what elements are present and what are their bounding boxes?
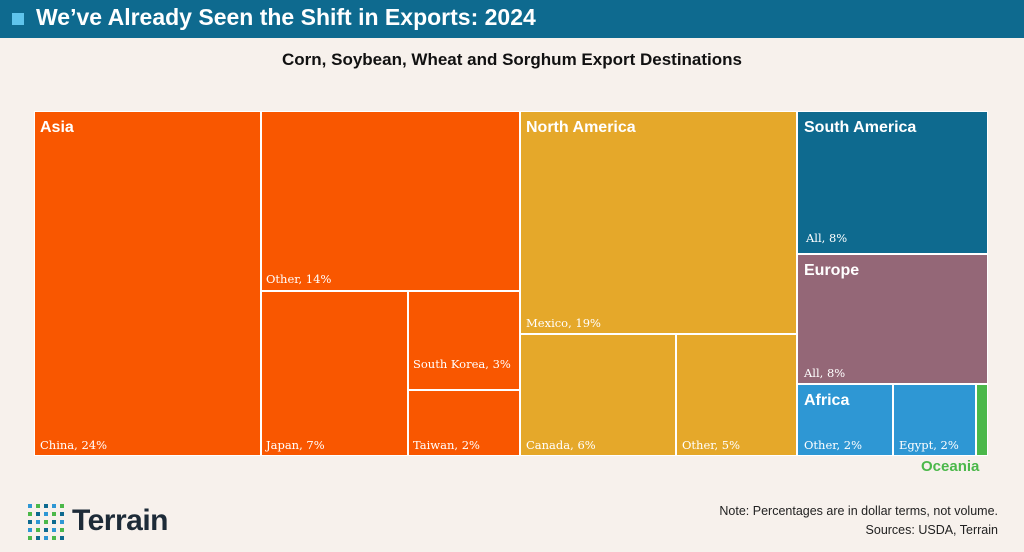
- note-text: Note: Percentages are in dollar terms, n…: [719, 504, 998, 518]
- tile-label-japan: Japan, 7%: [266, 438, 325, 452]
- header-bar: We’ve Already Seen the Shift in Exports:…: [0, 0, 1024, 38]
- tile-label-europe-all: All, 8%: [804, 366, 846, 380]
- tile-asia-taiwan: [408, 390, 520, 456]
- logo-dot: [28, 512, 32, 516]
- logo-dot: [44, 504, 48, 508]
- region-label-oceania: Oceania: [921, 458, 980, 475]
- logo-dot: [52, 528, 56, 532]
- logo-dot: [28, 504, 32, 508]
- tile-south-america-all: [797, 111, 988, 254]
- logo-dot: [44, 520, 48, 524]
- logo-dot: [28, 536, 32, 540]
- terrain-logo-icon: [28, 504, 64, 540]
- tile-label-south-korea: South Korea, 3%: [413, 357, 511, 371]
- logo-dot: [60, 504, 64, 508]
- tile-north-america-canada: [520, 334, 676, 456]
- logo-dot: [44, 512, 48, 516]
- tile-north-america-other: [676, 334, 797, 456]
- region-label-asia: Asia: [40, 119, 74, 136]
- logo-dot: [36, 512, 40, 516]
- tile-label-canada: Canada, 6%: [526, 438, 596, 452]
- tile-label-china: China, 24%: [40, 438, 108, 452]
- tile-label-egypt: Egypt, 2%: [899, 438, 959, 452]
- tile-label-africa-other: Other, 2%: [804, 438, 863, 452]
- region-label-south-america: South America: [804, 119, 917, 136]
- tile-label-north-america-other: Other, 5%: [682, 438, 741, 452]
- logo-dot: [36, 536, 40, 540]
- logo-text: Terrain: [72, 504, 168, 537]
- region-label-europe: Europe: [804, 262, 860, 279]
- tile-asia-other: [261, 111, 520, 291]
- tile-asia-china: [34, 111, 261, 456]
- tile-label-asia-other: Other, 14%: [266, 272, 332, 286]
- tile-north-america-mexico: [520, 111, 797, 334]
- logo-dot: [28, 528, 32, 532]
- logo-dot: [44, 536, 48, 540]
- page-title: We’ve Already Seen the Shift in Exports:…: [36, 4, 536, 30]
- sources-text: Sources: USDA, Terrain: [865, 523, 998, 537]
- header-square-icon: [12, 13, 24, 25]
- logo-dot: [36, 528, 40, 532]
- logo-dot: [60, 520, 64, 524]
- logo-dot: [52, 520, 56, 524]
- logo-dot: [28, 520, 32, 524]
- logo-dot: [52, 504, 56, 508]
- logo-dot: [60, 512, 64, 516]
- tile-label-mexico: Mexico, 19%: [526, 316, 601, 330]
- logo-dot: [60, 528, 64, 532]
- region-label-africa: Africa: [804, 392, 850, 409]
- logo-dot: [36, 520, 40, 524]
- logo-dot: [52, 512, 56, 516]
- tile-label-taiwan: Taiwan, 2%: [413, 438, 480, 452]
- logo-dot: [60, 536, 64, 540]
- chart-title: Corn, Soybean, Wheat and Sorghum Export …: [282, 50, 742, 69]
- tile-asia-japan: [261, 291, 408, 456]
- region-label-north-america: North America: [526, 119, 636, 136]
- tile-europe-all: [797, 254, 988, 384]
- logo-dot: [44, 528, 48, 532]
- tile-oceania: [976, 384, 988, 456]
- logo-dot: [52, 536, 56, 540]
- tile-asia-south-korea: [408, 291, 520, 390]
- logo-dot: [36, 504, 40, 508]
- source-note: Note: Percentages are in dollar terms, n…: [719, 502, 998, 540]
- tile-africa-egypt: [893, 384, 976, 456]
- tile-africa-other: [797, 384, 893, 456]
- tile-label-south-america-all: All, 8%: [806, 231, 848, 245]
